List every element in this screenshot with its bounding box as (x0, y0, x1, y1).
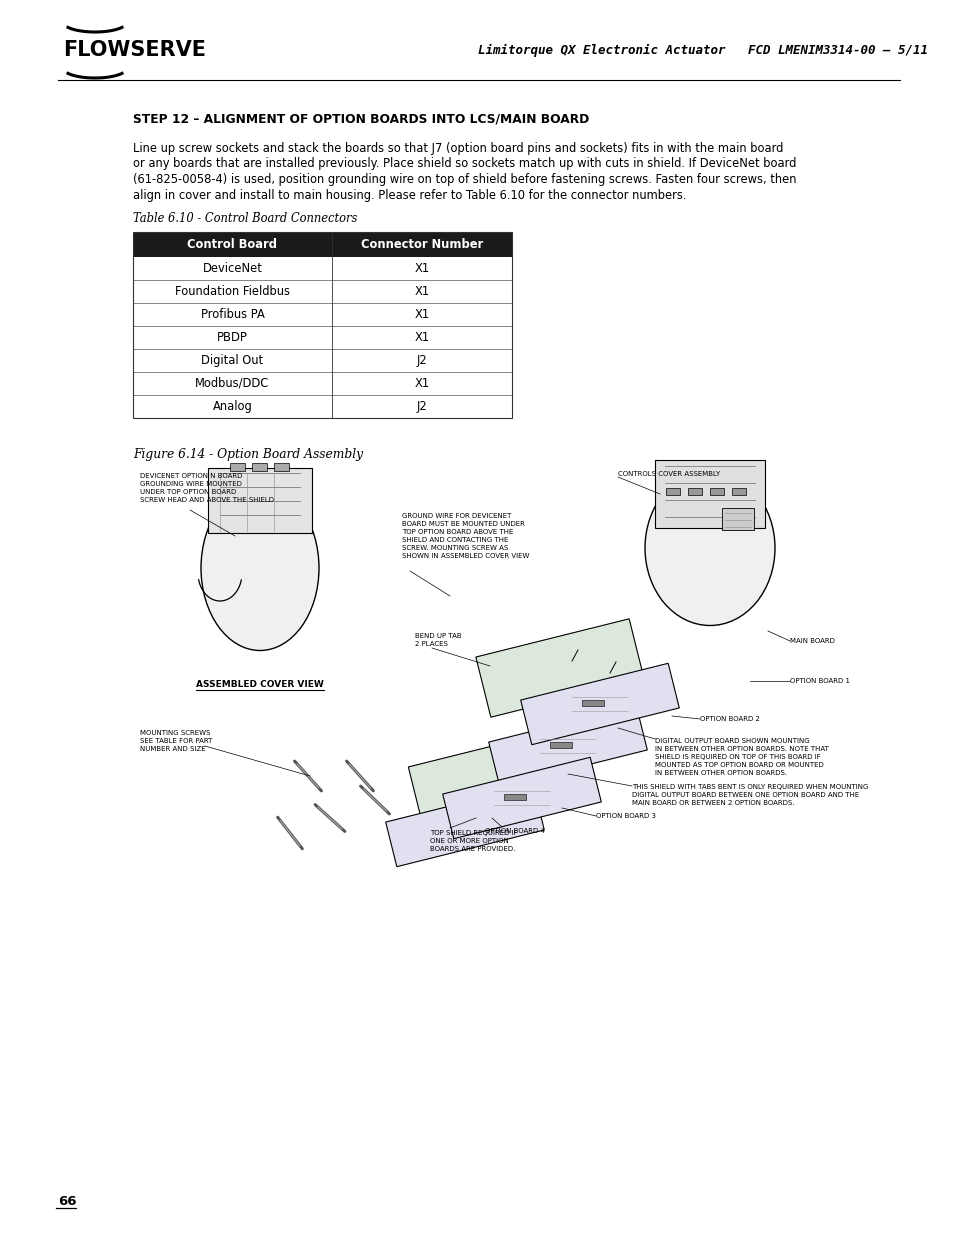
Text: Modbus/DDC: Modbus/DDC (195, 377, 270, 390)
Text: Limitorque QX Electronic Actuator   FCD LMENIM3314-00 – 5/11: Limitorque QX Electronic Actuator FCD LM… (477, 43, 927, 57)
Text: Analog: Analog (213, 400, 253, 412)
Text: X1: X1 (414, 308, 429, 321)
FancyBboxPatch shape (550, 742, 572, 748)
Text: Figure 6.14 - Option Board Assembly: Figure 6.14 - Option Board Assembly (132, 448, 363, 461)
Text: BEND UP TAB
2 PLACES: BEND UP TAB 2 PLACES (415, 634, 461, 647)
FancyBboxPatch shape (503, 794, 525, 800)
Text: PBDP: PBDP (217, 331, 248, 345)
Polygon shape (476, 619, 643, 718)
FancyBboxPatch shape (252, 463, 267, 471)
Text: Line up screw sockets and stack the boards so that J7 (option board pins and soc: Line up screw sockets and stack the boar… (132, 142, 782, 156)
Text: OPTION BOARD 3: OPTION BOARD 3 (596, 813, 656, 819)
Text: X1: X1 (414, 377, 429, 390)
FancyBboxPatch shape (208, 468, 312, 534)
Bar (132, 232, 512, 257)
FancyBboxPatch shape (665, 488, 679, 495)
Text: Profibus PA: Profibus PA (200, 308, 264, 321)
FancyBboxPatch shape (655, 459, 764, 529)
Ellipse shape (644, 471, 774, 625)
Text: MOUNTING SCREWS
SEE TABLE FOR PART
NUMBER AND SIZE: MOUNTING SCREWS SEE TABLE FOR PART NUMBE… (140, 730, 213, 752)
Text: OPTION BOARD 2: OPTION BOARD 2 (700, 716, 760, 722)
Text: MAIN BOARD: MAIN BOARD (789, 638, 834, 643)
FancyBboxPatch shape (731, 488, 745, 495)
FancyBboxPatch shape (274, 463, 289, 471)
Text: 66: 66 (58, 1195, 76, 1208)
Text: Table 6.10 - Control Board Connectors: Table 6.10 - Control Board Connectors (132, 212, 357, 225)
Text: FLOWSERVE: FLOWSERVE (63, 40, 206, 61)
Text: J2: J2 (416, 400, 427, 412)
Text: Foundation Fieldbus: Foundation Fieldbus (174, 285, 290, 298)
Text: CONTROLS COVER ASSEMBLY: CONTROLS COVER ASSEMBLY (618, 471, 720, 477)
Text: TOP SHIELD REQUIRED IF
ONE OR MORE OPTION
BOARDS ARE PROVIDED.: TOP SHIELD REQUIRED IF ONE OR MORE OPTIO… (430, 830, 517, 852)
Polygon shape (488, 705, 647, 787)
Text: GROUND WIRE FOR DEVICENET
BOARD MUST BE MOUNTED UNDER
TOP OPTION BOARD ABOVE THE: GROUND WIRE FOR DEVICENET BOARD MUST BE … (401, 513, 529, 559)
FancyBboxPatch shape (230, 463, 245, 471)
Text: OPTION BOARD 1: OPTION BOARD 1 (789, 678, 849, 684)
Text: Control Board: Control Board (188, 238, 277, 251)
Bar (132, 232, 512, 417)
Text: X1: X1 (414, 285, 429, 298)
Text: Connector Number: Connector Number (360, 238, 482, 251)
Polygon shape (385, 785, 544, 867)
Text: OPTION BOARD 4: OPTION BOARD 4 (484, 827, 544, 834)
Polygon shape (442, 757, 600, 839)
Text: X1: X1 (414, 331, 429, 345)
FancyBboxPatch shape (687, 488, 701, 495)
Text: X1: X1 (414, 262, 429, 275)
Ellipse shape (201, 485, 318, 651)
FancyBboxPatch shape (709, 488, 723, 495)
Polygon shape (520, 663, 679, 745)
Text: ASSEMBLED COVER VIEW: ASSEMBLED COVER VIEW (196, 680, 323, 689)
Text: STEP 12 – ALIGNMENT OF OPTION BOARDS INTO LCS/MAIN BOARD: STEP 12 – ALIGNMENT OF OPTION BOARDS INT… (132, 112, 589, 125)
Text: DEVICENET OPTION N BOARD
GROUNDING WIRE MOUNTED
UNDER TOP OPTION BOARD
SCREW HEA: DEVICENET OPTION N BOARD GROUNDING WIRE … (140, 473, 274, 503)
FancyBboxPatch shape (581, 700, 603, 706)
Text: DIGITAL OUTPUT BOARD SHOWN MOUNTING
IN BETWEEN OTHER OPTION BOARDS. NOTE THAT
SH: DIGITAL OUTPUT BOARD SHOWN MOUNTING IN B… (655, 739, 828, 776)
Polygon shape (408, 729, 575, 824)
Text: align in cover and install to main housing. Please refer to Table 6.10 for the c: align in cover and install to main housi… (132, 189, 686, 201)
Text: Digital Out: Digital Out (201, 354, 263, 367)
Text: (61-825-0058-4) is used, position grounding wire on top of shield before fasteni: (61-825-0058-4) is used, position ground… (132, 173, 796, 186)
Text: THIS SHIELD WITH TABS BENT IS ONLY REQUIRED WHEN MOUNTING
DIGITAL OUTPUT BOARD B: THIS SHIELD WITH TABS BENT IS ONLY REQUI… (631, 784, 867, 806)
Text: J2: J2 (416, 354, 427, 367)
Text: DeviceNet: DeviceNet (202, 262, 262, 275)
FancyBboxPatch shape (721, 508, 753, 530)
Text: or any boards that are installed previously. Place shield so sockets match up wi: or any boards that are installed previou… (132, 158, 796, 170)
